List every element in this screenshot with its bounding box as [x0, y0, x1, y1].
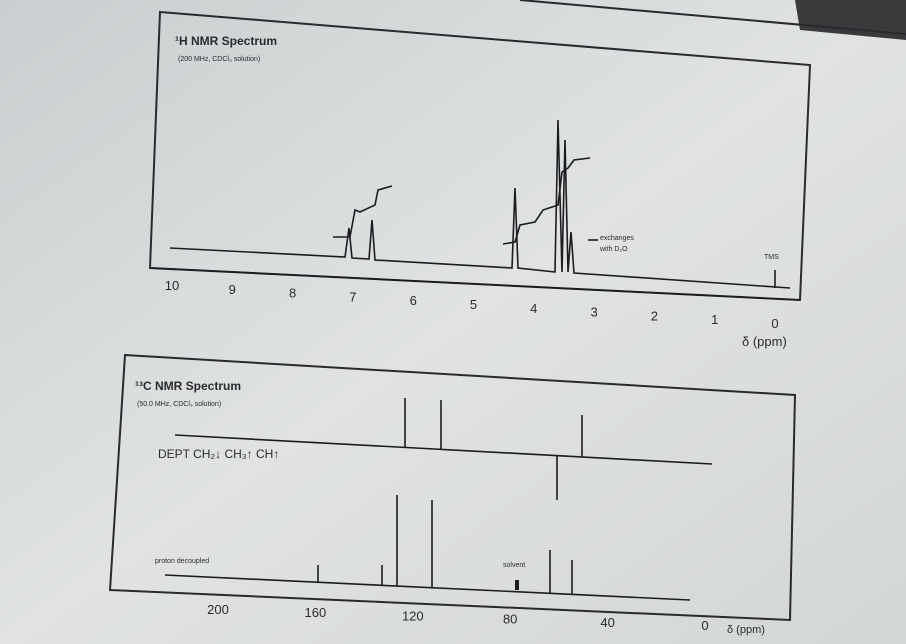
- h-subtitle: (200 MHz, CDCl₃ solution): [178, 56, 260, 63]
- c-axis-label: 80: [503, 612, 517, 627]
- c-panel: [108, 353, 797, 622]
- h-axis-label: 8: [289, 286, 296, 301]
- h-annotation-2: with D₂O: [599, 246, 628, 253]
- h-axis: [151, 267, 801, 301]
- h-reference: TMS: [764, 254, 779, 261]
- h-axis-unit: δ (ppm): [742, 334, 787, 349]
- h-annotation-1: exchanges: [600, 235, 634, 242]
- h-axis-label: 3: [590, 305, 597, 320]
- h-axis-label: 2: [651, 308, 658, 323]
- h-axis-label: 0: [771, 316, 778, 331]
- c-axis-label: 160: [305, 605, 327, 620]
- h-axis-label: 6: [410, 293, 417, 308]
- decoupled-peaks: [164, 495, 691, 601]
- dept-baseline: [174, 434, 713, 465]
- h-axis-label: 5: [470, 297, 477, 312]
- c-axis-label: 200: [207, 602, 229, 617]
- h-axis-label: 7: [349, 289, 356, 304]
- c-axis-label: 120: [402, 608, 424, 623]
- h-title: ¹H NMR Spectrum: [175, 34, 277, 48]
- h-axis-label: 4: [530, 301, 537, 316]
- h-axis-label: 9: [229, 282, 236, 297]
- h-axis-label: 1: [711, 312, 718, 327]
- c-axis-unit: δ (ppm): [727, 624, 765, 636]
- h-axis-labels: 10 9 8 7 6 5 4 3 2 1 0: [165, 278, 779, 331]
- c-subtitle: (50.0 MHz, CDCl₃ solution): [137, 401, 221, 408]
- page-edge: [795, 0, 906, 40]
- solvent-label: solvent: [503, 562, 525, 569]
- c-axis-label: 0: [701, 618, 708, 633]
- c-axis-labels: 200 160 120 80 40 0: [207, 602, 708, 633]
- decoupled-label: proton decoupled: [155, 558, 209, 565]
- h-spectrum-trace: [169, 119, 791, 289]
- c-title: ¹³C NMR Spectrum: [135, 379, 241, 393]
- dept-label: DEPT CH₂↓ CH₃↑ CH↑: [158, 447, 279, 461]
- c-axis-label: 40: [600, 615, 614, 630]
- dept-peaks: [404, 398, 583, 500]
- h-axis-label: 10: [165, 278, 179, 293]
- page-line: [519, 0, 906, 35]
